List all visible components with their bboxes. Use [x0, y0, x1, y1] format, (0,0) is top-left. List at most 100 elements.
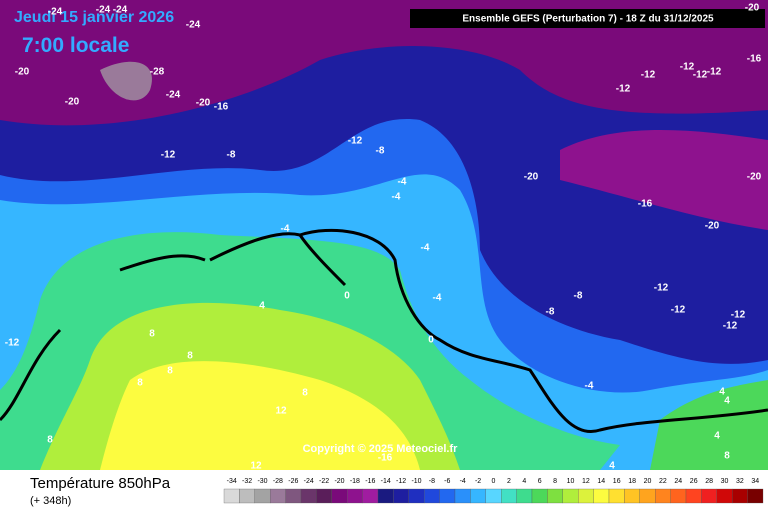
- scale-label: -30: [257, 478, 267, 485]
- map-label: -12: [671, 305, 686, 316]
- map-label: -24: [166, 90, 181, 101]
- map-label: -4: [398, 177, 407, 188]
- map-label: -12: [707, 67, 722, 78]
- scale-label: -18: [350, 478, 360, 485]
- scale-label: -12: [396, 478, 406, 485]
- scale-label: -34: [227, 478, 237, 485]
- scale-swatch: [377, 488, 394, 504]
- map-label: -20: [65, 97, 80, 108]
- map-label: 4: [609, 461, 615, 472]
- map-label: 4: [724, 396, 730, 407]
- scale-swatch: [624, 488, 640, 504]
- scale-label: 34: [751, 478, 759, 485]
- map-label: -12: [731, 310, 746, 321]
- scale-label: 2: [507, 478, 511, 485]
- map-label: -24: [48, 7, 63, 18]
- map-label: -8: [574, 291, 583, 302]
- scale-label: 20: [644, 478, 652, 485]
- map-label: 4: [259, 301, 265, 312]
- model-info: Ensemble GEFS (Perturbation 7) - 18 Z du…: [462, 14, 714, 25]
- map-label: -12: [641, 70, 656, 81]
- region-russia: [560, 130, 768, 230]
- copyright: Copyright © 2025 Meteociel.fr: [303, 443, 459, 455]
- scale-label: 10: [567, 478, 575, 485]
- scale-label: 22: [659, 478, 667, 485]
- scale-swatch: [454, 488, 471, 504]
- scale-label: 6: [538, 478, 542, 485]
- map-label: -24: [113, 5, 128, 16]
- scale-label: 24: [674, 478, 682, 485]
- scale-swatch: [254, 488, 271, 504]
- scale-swatch: [608, 488, 625, 504]
- scale-swatch: [732, 488, 748, 504]
- scale-label: -10: [411, 478, 421, 485]
- map-label: 8: [167, 366, 173, 377]
- scale-swatch: [300, 488, 317, 504]
- map-label: -12: [161, 150, 176, 161]
- map-label: -16: [638, 199, 653, 210]
- scale-label: 8: [553, 478, 557, 485]
- scale-label: -22: [319, 478, 329, 485]
- region-greenland: [100, 61, 152, 101]
- scale-swatch: [362, 488, 379, 504]
- map-label: -12: [680, 62, 695, 73]
- scale-label: -6: [444, 478, 450, 485]
- scale-label: 4: [522, 478, 526, 485]
- scale-label: -8: [429, 478, 435, 485]
- scale-label: -28: [273, 478, 283, 485]
- map-label: -16: [747, 54, 762, 65]
- scale-swatch: [347, 488, 363, 504]
- map-label: 8: [149, 329, 155, 340]
- map-label: -12: [654, 283, 669, 294]
- scale-swatch: [285, 488, 302, 504]
- map-label: 0: [428, 335, 434, 346]
- date: Jeudi 15 janvier 2026: [14, 9, 174, 26]
- scale-label: 12: [582, 478, 590, 485]
- map-label: 4: [714, 431, 720, 442]
- scale-label: 32: [736, 478, 744, 485]
- scale-swatch: [439, 488, 456, 504]
- scale-label: -20: [334, 478, 344, 485]
- map-label: 12: [275, 406, 287, 417]
- map-label: -8: [546, 307, 555, 318]
- scale-swatch: [331, 488, 348, 504]
- map-label: -12: [616, 84, 631, 95]
- scale-swatch: [408, 488, 425, 504]
- map-label: -12: [348, 136, 363, 147]
- map-label: -4: [421, 243, 430, 254]
- map-label: 0: [344, 291, 350, 302]
- map-label: -24: [186, 20, 201, 31]
- scale-label: -14: [381, 478, 391, 485]
- zero-isotherm: [119, 234, 347, 287]
- map-label: -8: [376, 146, 385, 157]
- scale-swatch: [562, 488, 579, 504]
- scale-swatch: [578, 488, 594, 504]
- scale-swatch: [701, 488, 717, 504]
- scale-swatch: [747, 488, 764, 504]
- map-label: -4: [281, 224, 290, 235]
- scale-swatch: [223, 488, 240, 504]
- region-hot: [100, 361, 420, 470]
- map-label: -20: [747, 172, 762, 183]
- scale-label: -16: [365, 478, 375, 485]
- time: 7:00 locale: [22, 34, 129, 57]
- scale-swatch: [470, 488, 486, 504]
- map-label: -20: [745, 3, 760, 14]
- map-label: -4: [585, 381, 594, 392]
- scale-swatch: [270, 488, 286, 504]
- scale-label: -4: [460, 478, 466, 485]
- region-east-mild: [650, 380, 768, 470]
- map-label: 8: [137, 378, 143, 389]
- scale-swatch: [531, 488, 548, 504]
- map-label: -4: [433, 293, 442, 304]
- map-label: -12: [723, 321, 738, 332]
- map-label: -20: [524, 172, 539, 183]
- scale-swatch: [239, 488, 255, 504]
- scale-swatch: [547, 488, 563, 504]
- scale-swatch: [639, 488, 656, 504]
- scale-label: 0: [492, 478, 496, 485]
- map-label: 4: [719, 387, 725, 398]
- scale-label: 16: [613, 478, 621, 485]
